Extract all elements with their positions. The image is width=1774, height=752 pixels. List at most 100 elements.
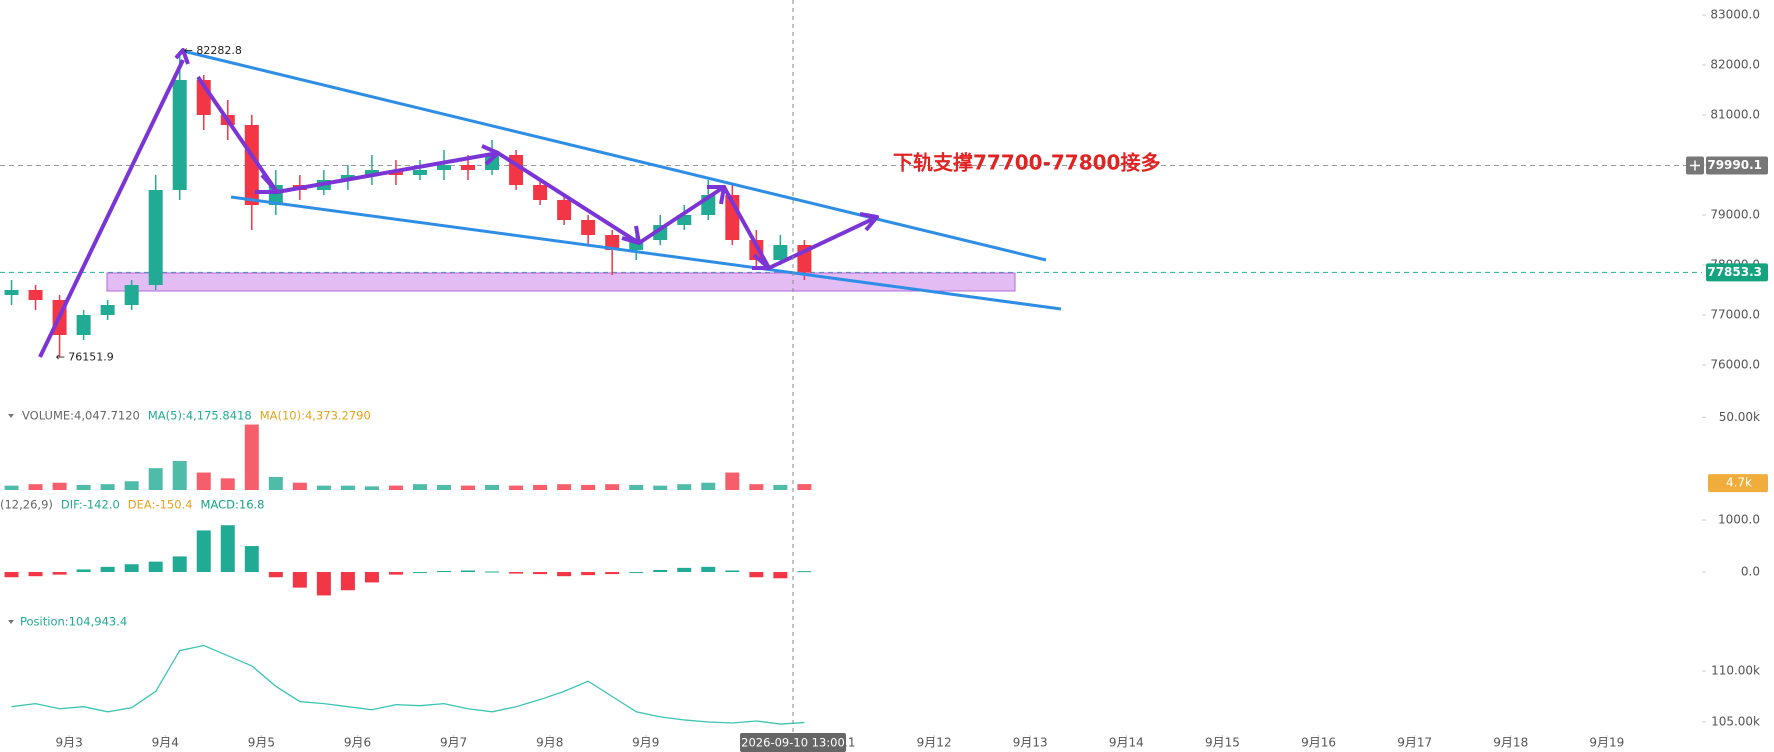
candle-body: [581, 220, 596, 235]
indicator-legend: MACD:16.8: [201, 498, 265, 512]
candle-body: [605, 235, 620, 250]
macd-bar: [100, 566, 115, 573]
y-tick-label: 77000.0: [1710, 308, 1760, 322]
macd-bar: [172, 556, 187, 573]
candle-body: [244, 125, 259, 205]
candle-body: [629, 240, 644, 250]
macd-bar: [437, 570, 451, 573]
y-tick-label: 82000.0: [1710, 58, 1760, 72]
indicator-legend: (12,26,9): [0, 498, 53, 512]
macd-bar: [196, 530, 211, 573]
macd-bar: [509, 572, 524, 574]
y-tick-label: 105.00k: [1711, 714, 1760, 728]
candle-body: [76, 315, 91, 335]
volume-bar: [557, 484, 572, 490]
arrow-line: [38, 59, 185, 358]
volume-bar: [124, 481, 139, 490]
macd-bar: [701, 566, 716, 573]
low-label: ← 76151.9: [56, 350, 114, 363]
volume-bar: [4, 485, 19, 490]
volume-bar: [701, 482, 716, 490]
plus-icon: [1690, 160, 1700, 171]
volume-bar: [100, 484, 115, 490]
volume-bar: [412, 484, 427, 490]
volume-bar: [364, 486, 379, 490]
x-tick-label: 9月7: [440, 736, 467, 750]
indicator-legend: MA(10):4,373.2790: [260, 409, 371, 423]
volume-bar: [677, 484, 692, 490]
macd-bar: [316, 572, 331, 596]
volume-bar: [725, 472, 740, 490]
volume-bar: [340, 485, 355, 490]
x-tick-label: 9月9: [632, 736, 659, 750]
arrow-head: [859, 212, 879, 232]
macd-bar: [749, 572, 764, 578]
macd-bar: [725, 570, 740, 573]
macd-bar: [629, 572, 644, 574]
annotation: 下轨支撑77700-77800接多: [893, 151, 1160, 175]
macd-bar: [28, 572, 43, 577]
candle-body: [148, 190, 163, 285]
x-tick-label: 9月18: [1493, 736, 1528, 750]
indicator-legend: VOLUME:4,047.7120: [22, 409, 140, 423]
collapse-icon: [8, 414, 14, 418]
x-tick-label: 9月4: [152, 736, 179, 750]
x-tick-label: 9月16: [1301, 736, 1336, 750]
macd-bar: [364, 572, 379, 583]
volume-bar: [76, 484, 91, 490]
macd-bar: [4, 572, 19, 578]
arrow-head: [752, 253, 771, 270]
candle-body: [412, 170, 427, 175]
indicator-legend: DEA:-150.4: [128, 498, 193, 512]
high-label: ← 82282.8: [184, 44, 242, 57]
volume-bar: [172, 460, 187, 490]
arrow-head: [707, 185, 726, 205]
macd-bar: [605, 572, 620, 575]
candle-body: [172, 80, 187, 190]
volume-bar: [268, 476, 283, 490]
candle-body: [533, 185, 548, 200]
x-tick-label: 9月13: [1013, 736, 1048, 750]
volume-bar: [653, 485, 668, 490]
volume-bar: [581, 484, 596, 490]
macd-bar: [653, 569, 668, 573]
indicator-legend: Position:104,943.4: [20, 615, 127, 629]
front-layer: ← 82282.8 ← 76151.9 79990.1 77853.3 4.7k VOLU…: [0, 44, 1768, 752]
volume-bar: [28, 484, 43, 490]
macd-bar: [557, 572, 572, 577]
volume-bar: [52, 482, 67, 490]
y-tick-label: 110.00k: [1711, 663, 1760, 677]
x-tick-label: 9月14: [1109, 736, 1144, 750]
volume-bar: [797, 484, 812, 490]
macd-bar: [76, 569, 91, 573]
macd-bar: [677, 567, 692, 573]
candle-body: [28, 290, 43, 300]
candle-body: [461, 165, 476, 170]
x-tick-label: 9月17: [1397, 736, 1432, 750]
macd-bar: [461, 570, 476, 573]
arrow-head: [621, 225, 641, 245]
position-line: [11, 644, 805, 725]
volume-bar: [749, 484, 764, 490]
macd-bar: [268, 572, 283, 578]
arrow-head: [481, 144, 500, 166]
candle-body: [4, 290, 19, 295]
macd-bar: [220, 525, 235, 573]
last-price-tag-box: [1706, 263, 1768, 282]
macd-bar: [292, 572, 307, 588]
volume-bar: [605, 484, 620, 490]
candle-body: [364, 170, 379, 175]
volume-bar: [148, 468, 163, 490]
y-tick-label: 0.0: [1741, 565, 1760, 579]
y-tick-label: 50.00k: [1719, 410, 1760, 424]
volume-bar: [220, 478, 235, 490]
collapse-icon: [8, 620, 14, 624]
upper-trendline: [182, 49, 1047, 262]
macd-bar: [52, 572, 67, 575]
volume-bar: [509, 485, 524, 490]
macd-bar: [244, 546, 259, 573]
volume-tag-box: [1708, 474, 1768, 493]
arrow-head: [255, 173, 279, 194]
y-tick-label: 83000.0: [1710, 8, 1760, 22]
